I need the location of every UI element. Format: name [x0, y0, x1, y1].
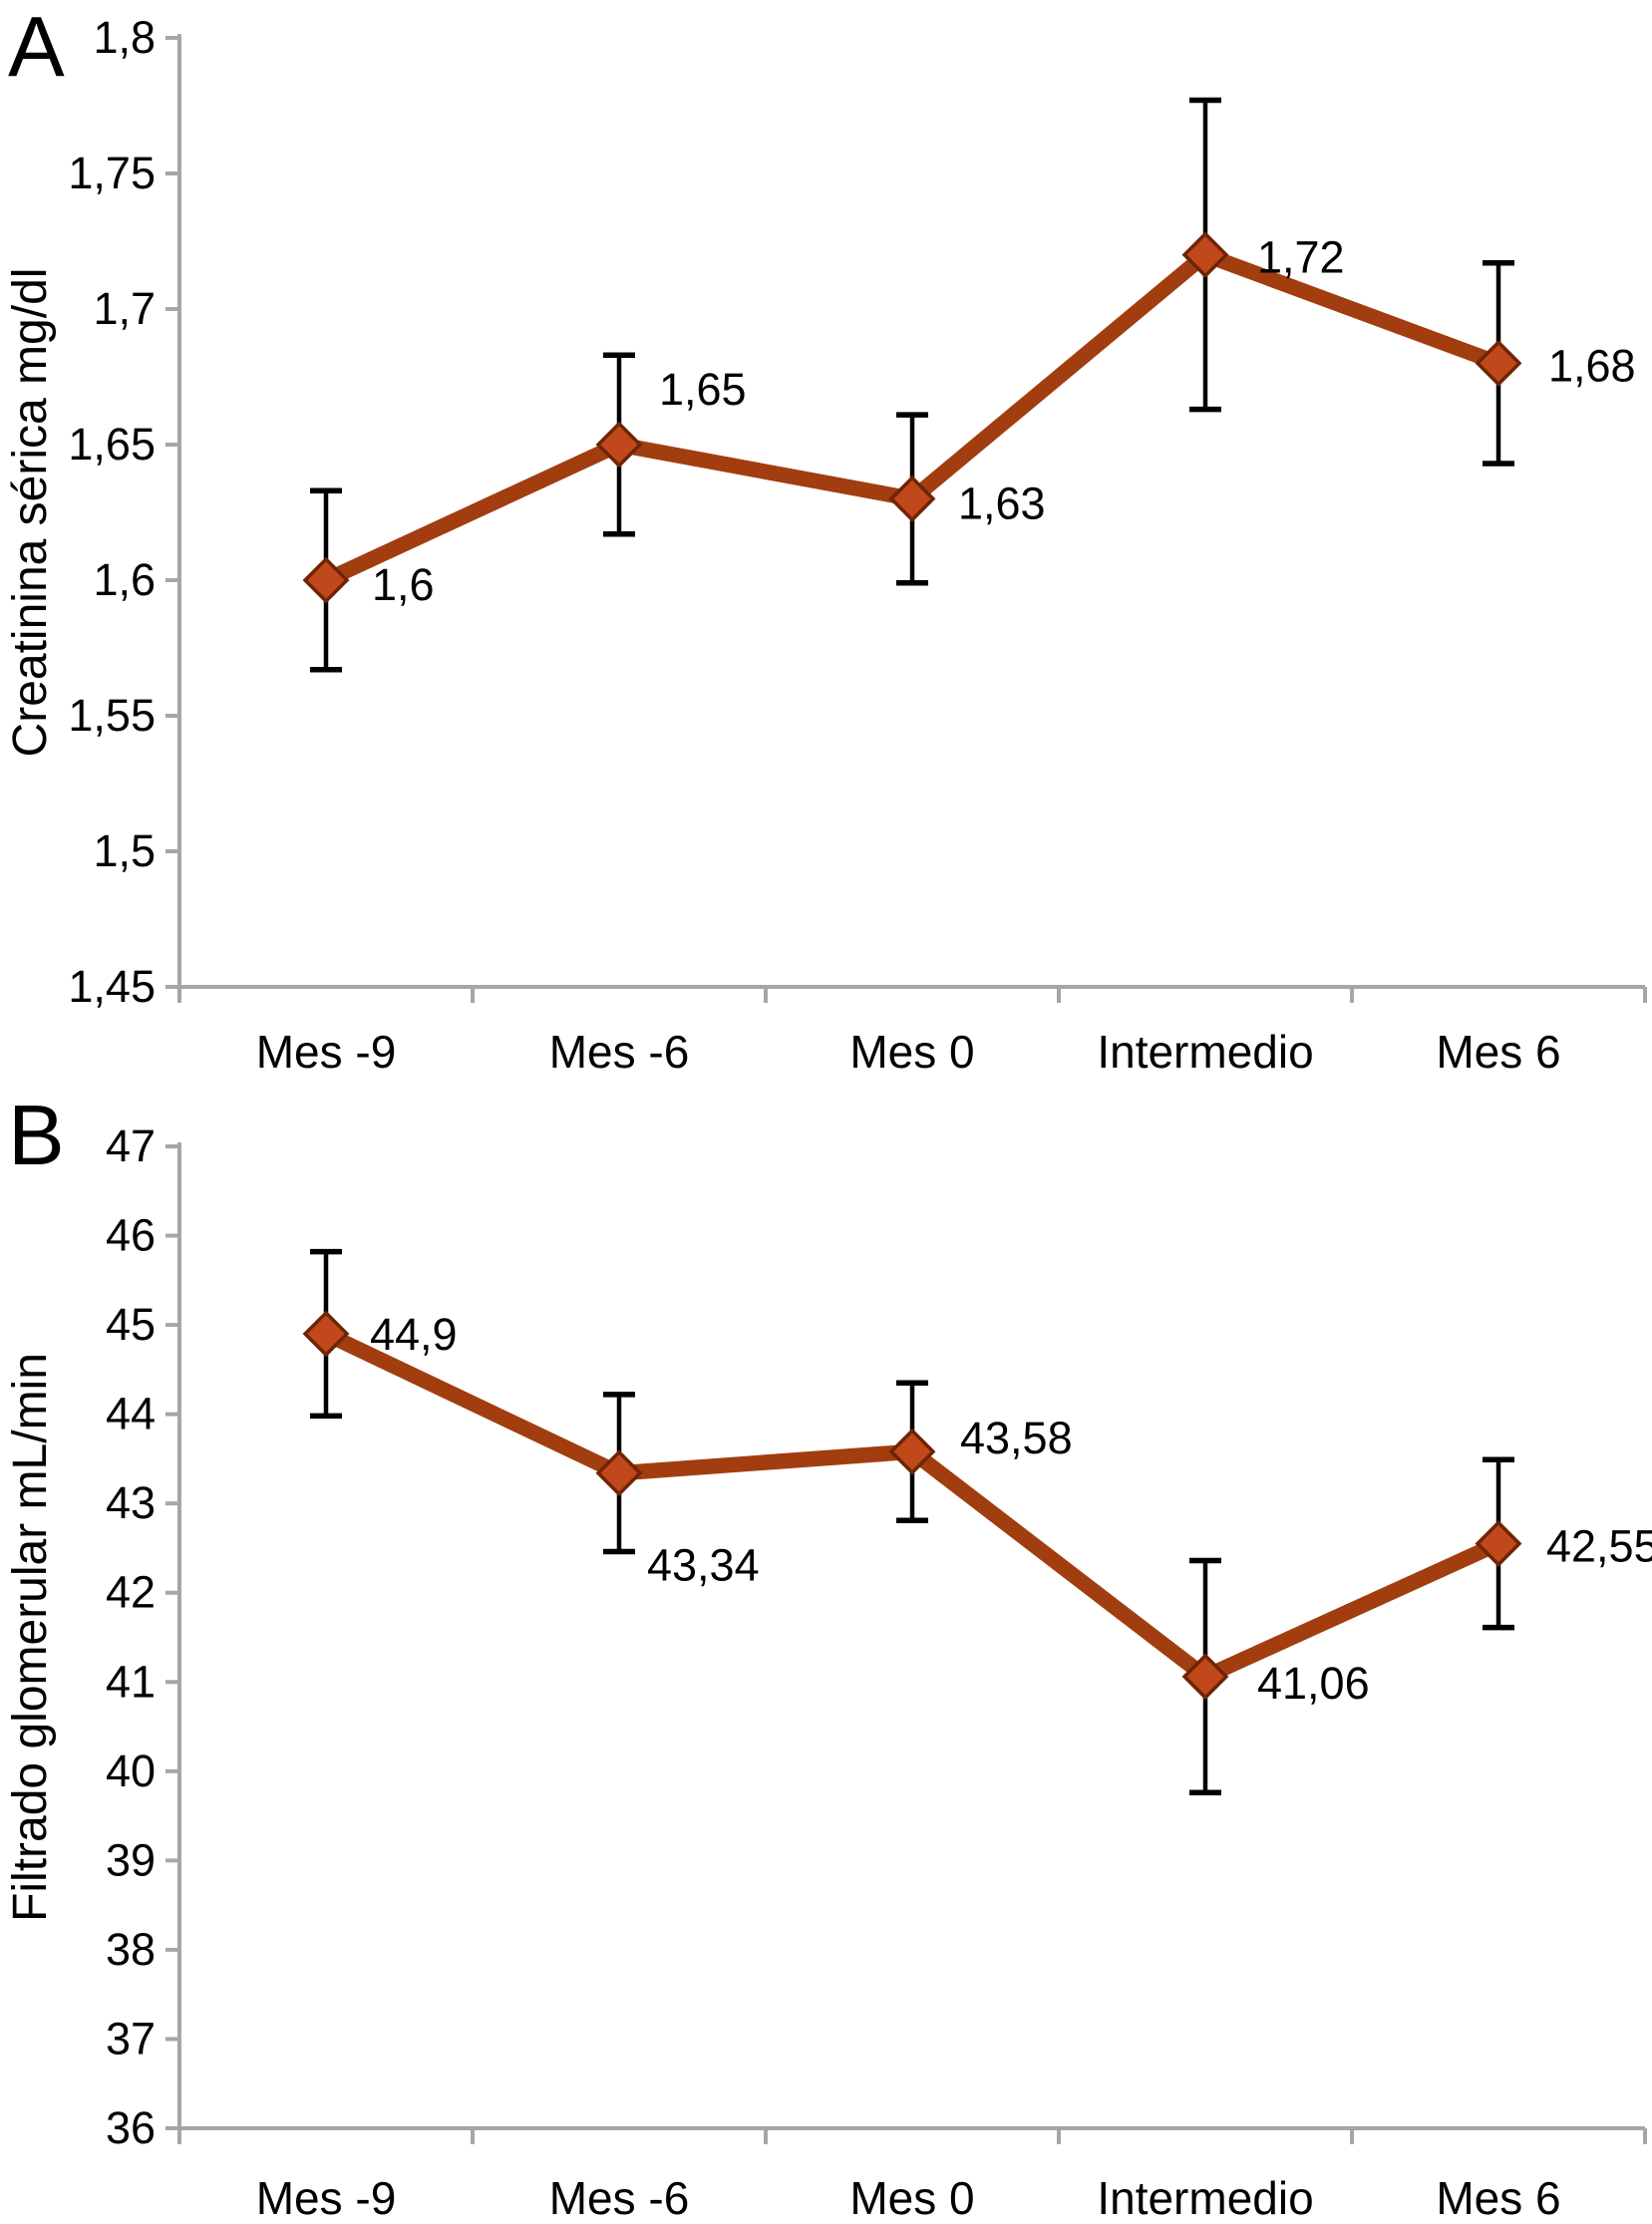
y-tick-label: 1,7 — [93, 283, 156, 334]
data-point-label: 41,06 — [1257, 1658, 1370, 1709]
data-point-marker — [302, 1310, 350, 1358]
data-point-marker — [1475, 1520, 1522, 1567]
data-point-marker — [1181, 231, 1229, 279]
panel-letter: B — [8, 1097, 65, 1183]
y-tick-label: 37 — [106, 2013, 156, 2064]
y-tick-label: 1,75 — [68, 148, 156, 198]
chart-filtrado-glomerular: 47 46 45 44 43 42 41 40 39 38 37 36 Mes -9 Mes -6 Mes … — [4, 1097, 1652, 2224]
data-point-marker — [302, 556, 350, 604]
data-point-label: 43,34 — [647, 1540, 760, 1591]
x-category-label: Mes 0 — [849, 1026, 974, 1078]
y-tick-label: 43 — [106, 1477, 156, 1528]
data-point-label: 1,63 — [958, 477, 1046, 528]
y-tick-label: 38 — [106, 1924, 156, 1975]
data-point-marker — [1181, 1653, 1229, 1701]
x-category-label: Mes -6 — [549, 2172, 690, 2224]
data-point-label: 1,68 — [1548, 340, 1636, 391]
x-category-label: Mes 6 — [1436, 1026, 1560, 1078]
panel-letter: A — [8, 0, 65, 95]
y-tick-label: 41 — [106, 1656, 156, 1707]
y-axis-title: Creatinina sérica mg/dl — [4, 268, 57, 758]
y-tick-label: 1,45 — [68, 961, 156, 1012]
y-tick-label: 45 — [106, 1299, 156, 1350]
x-category-label: Intermedio — [1097, 2172, 1313, 2224]
data-point-marker — [595, 421, 643, 469]
y-tick-label: 44 — [106, 1389, 156, 1439]
x-category-label: Mes -9 — [256, 1026, 397, 1078]
x-category-label: Mes 6 — [1436, 2172, 1560, 2224]
x-category-label: Mes -9 — [256, 2172, 397, 2224]
y-tick-label: 39 — [106, 1834, 156, 1885]
data-point-label: 43,58 — [960, 1413, 1073, 1463]
data-point-label: 1,65 — [659, 364, 747, 415]
data-point-label: 1,6 — [372, 559, 435, 610]
data-point-marker — [595, 1449, 643, 1497]
chart-creatinina: 1,8 1,75 1,7 1,65 1,6 1,55 1,5 1,45 Mes -9 Mes -6… — [4, 0, 1647, 1078]
y-tick-label: 1,5 — [93, 825, 156, 876]
y-tick-label: 46 — [106, 1210, 156, 1261]
y-tick-label: 47 — [106, 1120, 156, 1171]
y-axis-title: Filtrado glomerular mL/min — [4, 1353, 57, 1922]
y-tick-label: 1,55 — [68, 690, 156, 741]
data-point-label: 44,9 — [370, 1309, 458, 1360]
x-category-label: Mes -6 — [549, 1026, 690, 1078]
panel-b: 47 46 45 44 43 42 41 40 39 38 37 36 Mes -9 Mes -6 Mes … — [0, 1097, 1652, 2224]
panel-a: 1,8 1,75 1,7 1,65 1,6 1,55 1,5 1,45 Mes -9 Mes -6… — [0, 0, 1652, 1097]
x-category-label: Intermedio — [1097, 1026, 1313, 1078]
y-tick-label: 1,8 — [93, 12, 156, 63]
y-tick-label: 42 — [106, 1567, 156, 1618]
data-point-marker — [1475, 339, 1522, 387]
data-point-marker — [888, 475, 936, 522]
y-tick-label: 1,65 — [68, 419, 156, 470]
y-tick-label: 36 — [106, 2102, 156, 2153]
y-tick-label: 40 — [106, 1746, 156, 1796]
y-tick-label: 1,6 — [93, 554, 156, 605]
data-point-label: 42,55 — [1546, 1520, 1652, 1571]
data-point-label: 1,72 — [1257, 232, 1345, 283]
data-point-marker — [888, 1428, 936, 1475]
x-category-label: Mes 0 — [849, 2172, 974, 2224]
